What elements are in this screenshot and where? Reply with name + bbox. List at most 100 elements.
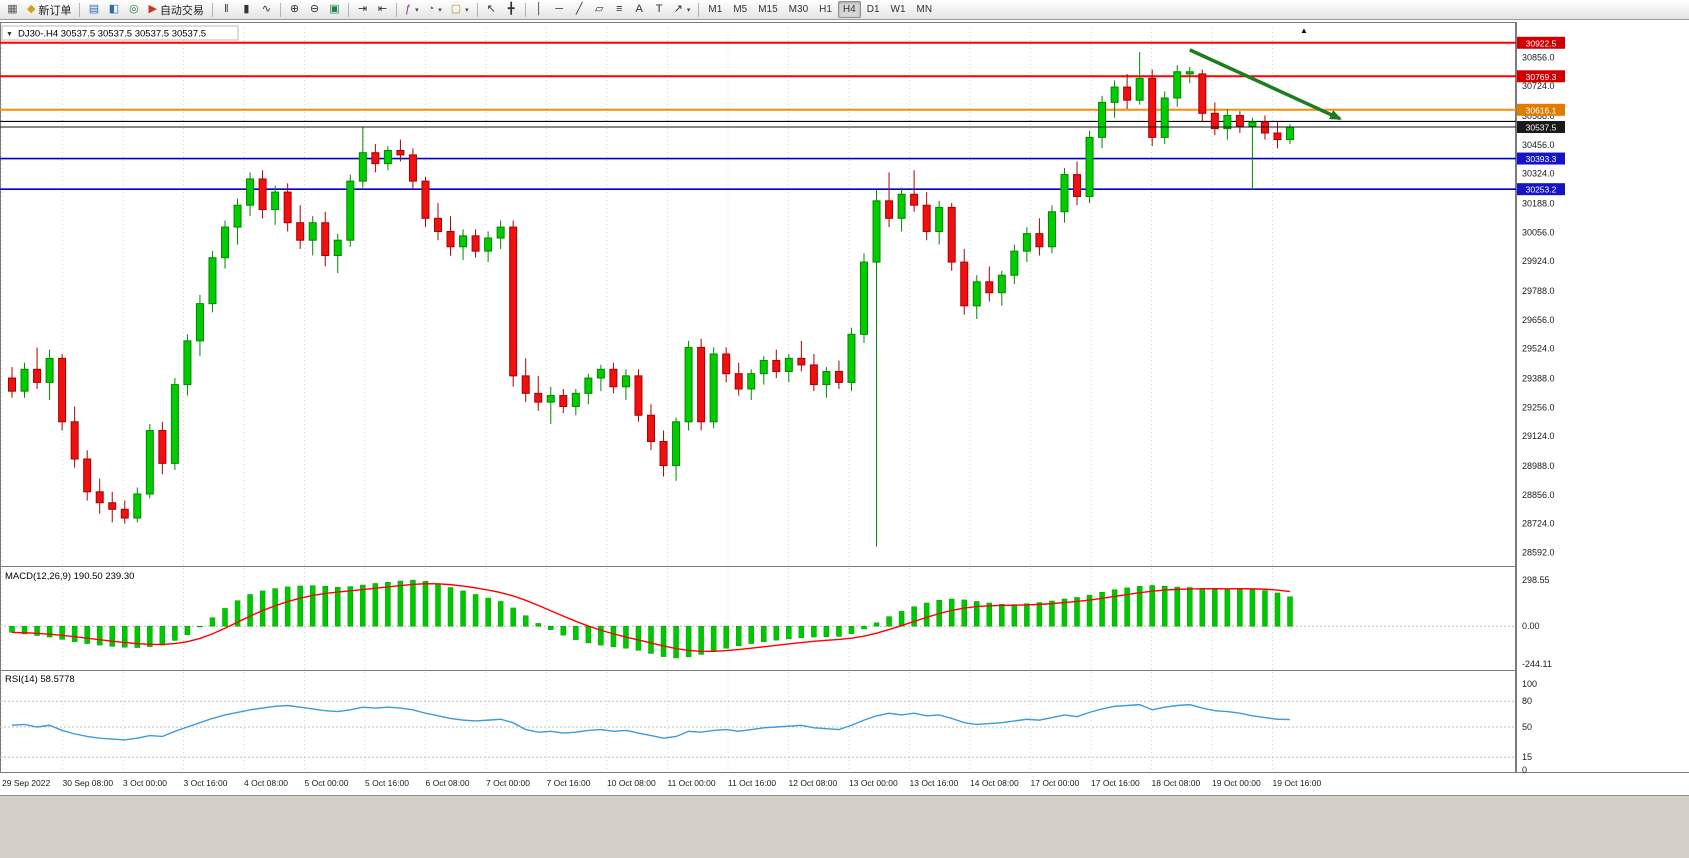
channel-button[interactable]: ▱ [590, 1, 609, 18]
templates-button[interactable]: ▢ ▾ [447, 1, 473, 18]
macd-bar [197, 625, 203, 628]
candle-body [571, 392, 580, 407]
timeframe-m5-button[interactable]: M5 [733, 4, 748, 15]
tile-windows-button[interactable]: ▣ [325, 1, 344, 18]
zoom-in-button[interactable]: ⊕ [285, 1, 304, 18]
macd-bar [1036, 602, 1043, 627]
new-chart-button[interactable]: ▦ [3, 1, 22, 18]
macd-bar [109, 625, 115, 647]
horizontal-line-button[interactable]: ─ [550, 1, 569, 18]
algo-trading-button[interactable]: ▶ 自动交易 [144, 1, 207, 18]
macd-bar [836, 625, 842, 637]
timeframe-d1-button[interactable]: D1 [866, 4, 880, 15]
candles-layer [8, 52, 1294, 547]
macd-bar [96, 625, 103, 646]
text-icon: A [635, 3, 643, 15]
market-watch-button[interactable]: ▤ [84, 1, 103, 18]
candle-body [346, 180, 355, 241]
auto-scroll-button[interactable]: ⇥ [353, 1, 372, 18]
price-tick: 30724.0 [1522, 81, 1555, 91]
chart-area[interactable]: 30856.0 30724.0 30588.0 30456.0 30324.0 30188… [0, 20, 1689, 795]
macd-bar [635, 625, 642, 651]
text-label-button[interactable]: T [650, 1, 669, 18]
chart-shift-button[interactable]: ⇤ [373, 1, 392, 18]
line-chart-button[interactable]: ∿ [257, 1, 276, 18]
macd-bar [660, 625, 667, 657]
macd-scale-tick: 298.55 [1522, 575, 1550, 585]
candles-chart-button[interactable]: ▮ [237, 1, 256, 18]
text-button[interactable]: A [630, 1, 649, 18]
macd-bar [1274, 592, 1281, 627]
timeframe-mn-button[interactable]: MN [916, 4, 933, 15]
macd-bar [410, 579, 416, 627]
price-tick: 29256.0 [1522, 402, 1555, 412]
timeframe-m15-button[interactable]: M15 [758, 4, 778, 15]
indicators-button[interactable]: ƒ ▾ [401, 1, 423, 18]
macd-bar [573, 625, 579, 641]
candle-body [158, 430, 167, 464]
candle-body [1135, 77, 1144, 101]
candle-body [797, 357, 806, 366]
zoom-out-button[interactable]: ⊖ [305, 1, 324, 18]
timeframe-w1-button[interactable]: W1 [890, 4, 906, 15]
crosshair-button[interactable]: ╋ [502, 1, 521, 18]
macd-bar [134, 625, 141, 648]
macd-bar [84, 625, 90, 644]
time-tick: 14 Oct 08:00 [970, 778, 1019, 788]
candle-body [647, 414, 655, 442]
bars-chart-button[interactable]: ‖ [217, 1, 236, 18]
data-window-button[interactable]: ◧ [104, 1, 123, 18]
macd-bar [710, 625, 717, 652]
candle-body [1035, 233, 1044, 248]
cursor-button[interactable]: ↖ [482, 1, 501, 18]
collapse-icon[interactable]: ▼ [6, 31, 13, 38]
macd-bar [1099, 592, 1105, 627]
timeframe-m30-button[interactable]: M30 [788, 4, 809, 15]
candle-body [684, 346, 693, 423]
time-tick: 10 Oct 08:00 [607, 778, 656, 788]
macd-bar [1111, 589, 1118, 627]
periods-button[interactable]: ◔ ▾ [424, 1, 446, 18]
macd-bar [1287, 596, 1293, 627]
scroll-end-marker[interactable]: ▲ [1300, 26, 1308, 35]
navigator-button[interactable]: ◎ [124, 1, 143, 18]
macd-bar [510, 607, 516, 627]
timeframe-h4-button[interactable]: H4 [837, 1, 861, 18]
candle-body [145, 430, 154, 495]
candle-body [834, 370, 843, 383]
chart-svg[interactable]: 30856.0 30724.0 30588.0 30456.0 30324.0 30188… [0, 20, 1689, 795]
time-tick: 3 Oct 16:00 [184, 778, 228, 788]
candle-body [434, 217, 442, 232]
trendline-button[interactable]: ╱ [570, 1, 589, 18]
candle-body [221, 226, 229, 259]
arrows-button[interactable]: ↗ ▾ [670, 1, 695, 18]
macd-bar [598, 625, 604, 646]
macd-bar [1187, 587, 1193, 627]
macd-bar [472, 594, 479, 627]
fibonacci-button[interactable]: ≡ [610, 1, 629, 18]
candle-body [58, 357, 67, 423]
timeframe-h1-button[interactable]: H1 [819, 4, 832, 15]
time-tick: 17 Oct 16:00 [1091, 778, 1140, 788]
time-tick: 19 Oct 16:00 [1273, 778, 1322, 788]
macd-bar [1124, 587, 1130, 627]
macd-bar [748, 625, 754, 644]
time-tick: 5 Oct 16:00 [365, 778, 409, 788]
candle-body [258, 178, 267, 211]
candle-body [33, 368, 42, 383]
macd-scale-tick: -244.11 [1522, 659, 1552, 669]
candle-body [283, 191, 292, 224]
chevron-down-icon: ▾ [686, 6, 691, 14]
chart-shift-icon: ⇤ [377, 3, 388, 15]
trend-arrow-object[interactable] [1189, 48, 1342, 121]
vertical-line-button[interactable]: │ [530, 1, 549, 18]
trend-arrow[interactable] [1189, 48, 1342, 121]
time-tick: 3 Oct 00:00 [123, 778, 167, 788]
candle-body [634, 375, 643, 416]
macd-bar [1237, 588, 1243, 627]
new-order-button[interactable]: ◆ 新订单 [23, 1, 75, 18]
candle-body [659, 440, 668, 467]
macd-bar [1011, 604, 1018, 627]
candle-body [45, 357, 54, 383]
timeframe-m1-button[interactable]: M1 [708, 4, 723, 15]
